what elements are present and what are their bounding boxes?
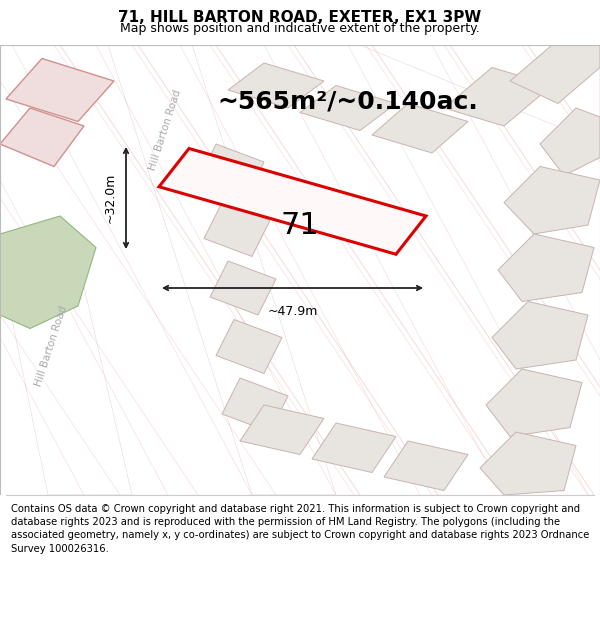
Polygon shape [216, 319, 282, 374]
Polygon shape [0, 216, 96, 329]
Polygon shape [198, 144, 264, 198]
Text: Map shows position and indicative extent of the property.: Map shows position and indicative extent… [120, 22, 480, 35]
Text: 71, HILL BARTON ROAD, EXETER, EX1 3PW: 71, HILL BARTON ROAD, EXETER, EX1 3PW [118, 10, 482, 25]
Polygon shape [0, 108, 84, 166]
Polygon shape [210, 261, 276, 315]
Polygon shape [300, 86, 396, 131]
Polygon shape [492, 301, 588, 369]
Polygon shape [312, 423, 396, 472]
Polygon shape [222, 378, 288, 432]
Text: ~47.9m: ~47.9m [268, 305, 317, 318]
Text: Hill Barton Road: Hill Barton Road [147, 89, 183, 172]
Polygon shape [159, 149, 426, 254]
Polygon shape [228, 63, 324, 108]
Polygon shape [486, 369, 582, 436]
Polygon shape [204, 202, 270, 256]
Polygon shape [444, 68, 552, 126]
Polygon shape [6, 59, 114, 121]
Polygon shape [498, 234, 594, 301]
Text: Hill Barton Road: Hill Barton Road [33, 305, 69, 388]
Polygon shape [372, 104, 468, 153]
Text: 71: 71 [281, 211, 319, 239]
Text: ~565m²/~0.140ac.: ~565m²/~0.140ac. [218, 89, 478, 113]
Text: ~32.0m: ~32.0m [104, 173, 117, 223]
Polygon shape [240, 405, 324, 454]
Polygon shape [192, 45, 600, 144]
Polygon shape [0, 261, 132, 495]
Text: Contains OS data © Crown copyright and database right 2021. This information is : Contains OS data © Crown copyright and d… [11, 504, 589, 554]
Polygon shape [504, 166, 600, 234]
Polygon shape [384, 441, 468, 491]
Polygon shape [540, 108, 600, 176]
Polygon shape [108, 45, 336, 495]
Polygon shape [510, 45, 600, 104]
Polygon shape [480, 432, 576, 495]
